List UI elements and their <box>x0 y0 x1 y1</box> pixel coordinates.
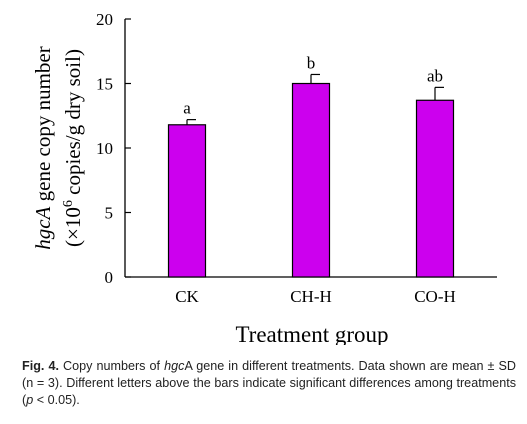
y-axis-title-unit-pre: (×10 <box>61 207 85 247</box>
caption-text-1: Copy numbers of <box>58 359 165 373</box>
y-axis-title: hgcA gene copy number (×106 copies/g dry… <box>31 46 85 250</box>
bar-co-h <box>415 99 455 278</box>
x-tick-label: CO-H <box>414 287 456 306</box>
bar-ch-h <box>291 82 331 278</box>
y-tick-label: 15 <box>96 75 113 94</box>
bar-ck <box>167 124 207 278</box>
significance-label: ab <box>427 66 443 85</box>
y-axis-title-line1-rest: gene copy number <box>31 46 55 206</box>
caption-gene-rest: A gene in different treatments. Data sho… <box>22 359 516 407</box>
significance-label: a <box>183 99 191 118</box>
figure-caption: Fig. 4. Copy numbers of hgcA gene in dif… <box>22 358 516 409</box>
y-axis-title-unit-post: copies/g dry soil) <box>61 49 85 200</box>
y-axis-title-line1: hgcA gene copy number <box>31 46 55 250</box>
y-tick-label: 20 <box>96 10 113 29</box>
caption-p-italic: p <box>26 393 34 407</box>
y-tick-label: 5 <box>105 204 114 223</box>
significance-label: b <box>307 53 316 72</box>
y-axis-title-exponent: 6 <box>61 200 76 207</box>
caption-gene-italic: hgc <box>164 359 185 373</box>
plot-area: 0 5 10 15 20 a CK b CH-H ab CO-H <box>96 10 497 306</box>
caption-label: Fig. 4. <box>22 359 59 373</box>
y-tick-label: 10 <box>96 139 113 158</box>
x-axis-title: Treatment group <box>235 322 388 345</box>
x-tick-label: CK <box>175 287 199 306</box>
x-tick-label: CH-H <box>290 287 332 306</box>
y-tick-label: 0 <box>105 268 114 287</box>
y-axis-title-line2: (×106 copies/g dry soil) <box>61 49 85 247</box>
bar-chart: 0 5 10 15 20 a CK b CH-H ab CO-H Treatment group h… <box>31 10 497 345</box>
caption-text-2: < 0.05). <box>33 393 80 407</box>
y-axis-title-gene: hgcA <box>31 206 55 249</box>
